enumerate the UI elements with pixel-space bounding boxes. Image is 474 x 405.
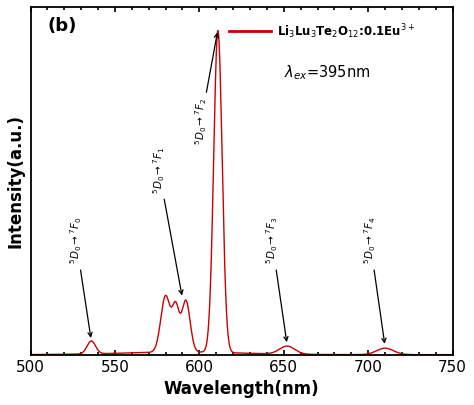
Text: $^5D_0$$\rightarrow$$^7F_4$: $^5D_0$$\rightarrow$$^7F_4$ xyxy=(362,217,386,343)
Text: $^5D_0$$\rightarrow$$^7F_2$: $^5D_0$$\rightarrow$$^7F_2$ xyxy=(193,34,219,145)
Y-axis label: Intensity(a.u.): Intensity(a.u.) xyxy=(7,114,25,248)
Text: (b): (b) xyxy=(47,17,77,35)
Text: Li$_3$Lu$_3$Te$_2$O$_{12}$:0.1Eu$^{3+}$: Li$_3$Lu$_3$Te$_2$O$_{12}$:0.1Eu$^{3+}$ xyxy=(277,22,416,40)
Text: $\lambda_{ex}$=395nm: $\lambda_{ex}$=395nm xyxy=(284,64,370,82)
Text: $^5D_0$$\rightarrow$$^7F_0$: $^5D_0$$\rightarrow$$^7F_0$ xyxy=(68,217,92,337)
X-axis label: Wavelength(nm): Wavelength(nm) xyxy=(164,380,319,398)
Text: $^5D_0$$\rightarrow$$^7F_1$: $^5D_0$$\rightarrow$$^7F_1$ xyxy=(151,146,183,294)
Text: $^5D_0$$\rightarrow$$^7F_3$: $^5D_0$$\rightarrow$$^7F_3$ xyxy=(264,217,288,341)
